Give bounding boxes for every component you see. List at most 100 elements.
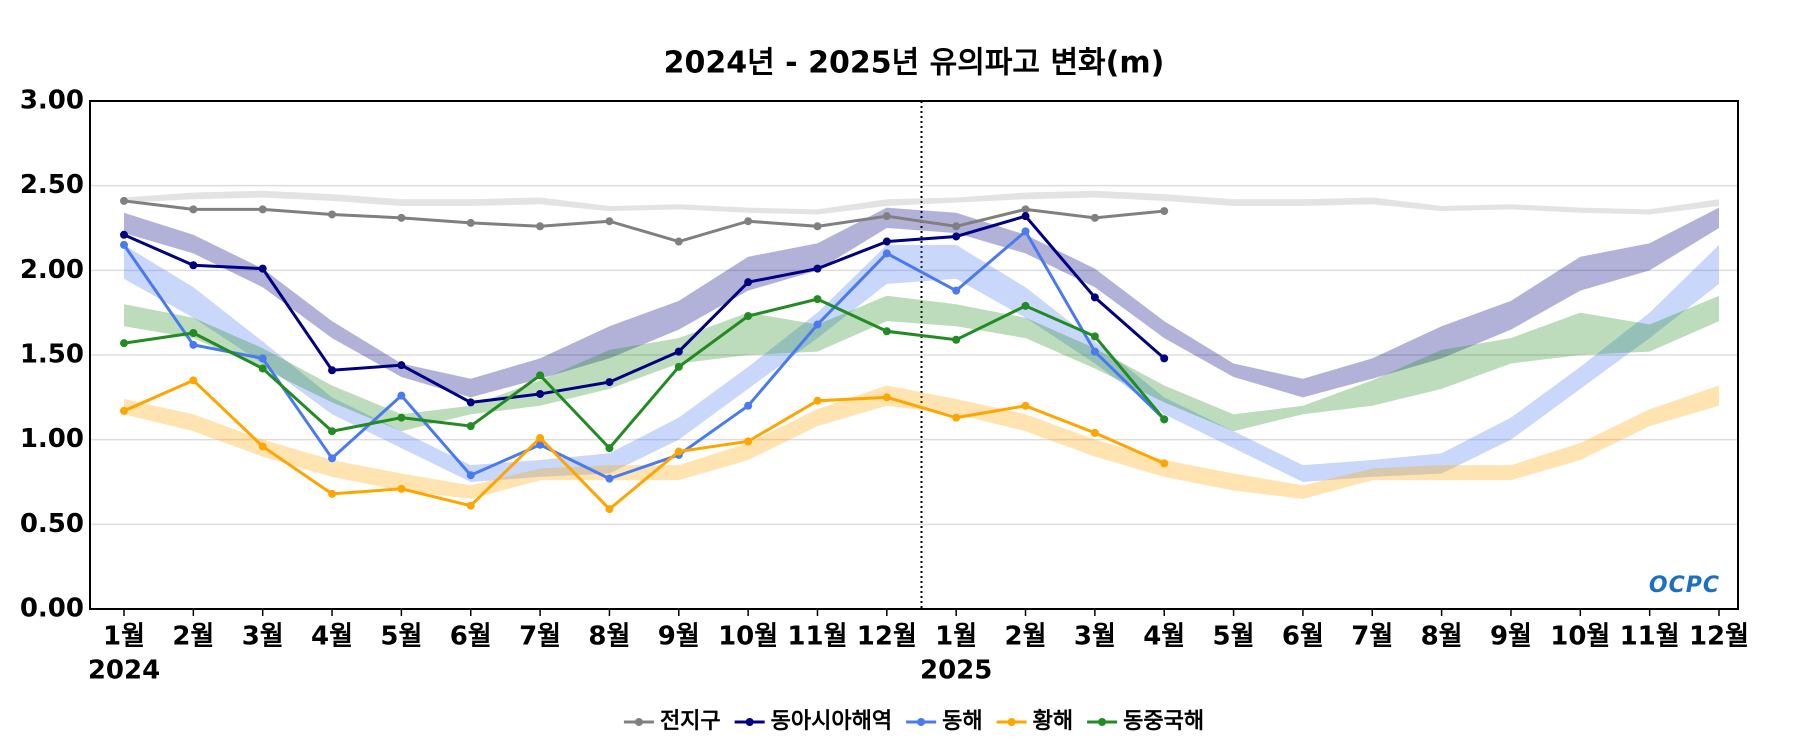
data-point xyxy=(258,264,267,273)
data-point xyxy=(189,205,198,214)
chart-title: 2024년 - 2025년 유의파고 변화(m) xyxy=(664,46,1165,81)
data-point xyxy=(674,447,683,456)
data-point xyxy=(536,389,545,398)
data-point xyxy=(397,213,406,222)
legend-label: 동아시아해역 xyxy=(771,709,892,734)
data-point xyxy=(952,335,961,344)
data-point xyxy=(1090,347,1099,356)
x-tick-label: 1월 xyxy=(103,622,145,652)
data-point xyxy=(1090,293,1099,302)
data-point xyxy=(813,320,822,329)
y-tick-label: 3.00 xyxy=(20,86,84,116)
x-tick-label: 12월 xyxy=(1689,622,1749,652)
x-tick-label: 6월 xyxy=(450,622,492,652)
x-tick-label: 10월 xyxy=(718,622,778,652)
data-point xyxy=(1021,301,1030,310)
data-point xyxy=(328,427,337,436)
data-point xyxy=(882,327,891,336)
y-tick-label: 0.00 xyxy=(20,594,84,624)
year-label: 2025 xyxy=(920,656,992,686)
x-tick-label: 11월 xyxy=(1620,622,1680,652)
data-point xyxy=(189,261,198,270)
x-tick-label: 3월 xyxy=(242,622,284,652)
data-point xyxy=(466,398,475,407)
x-tick-label: 1월 xyxy=(935,622,977,652)
data-point xyxy=(1021,401,1030,410)
legend: 전지구 동아시아해역 동해 황해 동중국해 xyxy=(623,709,1204,734)
data-point xyxy=(813,396,822,405)
data-point xyxy=(882,212,891,221)
data-point xyxy=(1021,227,1030,236)
legend-marker xyxy=(745,718,754,726)
legend-marker xyxy=(1098,718,1107,726)
data-point xyxy=(744,312,753,321)
data-point xyxy=(258,364,267,373)
data-point xyxy=(952,232,961,241)
legend-label: 황해 xyxy=(1033,709,1073,734)
data-point xyxy=(328,489,337,498)
data-point xyxy=(882,237,891,246)
y-tick-label: 1.50 xyxy=(20,340,84,370)
y-tick-label: 1.00 xyxy=(20,424,84,454)
legend-label: 동중국해 xyxy=(1123,709,1204,734)
data-point xyxy=(466,422,475,431)
data-point xyxy=(258,442,267,451)
data-point xyxy=(952,413,961,422)
data-point xyxy=(120,240,128,249)
data-point xyxy=(1090,213,1099,222)
data-point xyxy=(397,484,406,493)
data-point xyxy=(882,393,891,402)
data-point xyxy=(189,376,198,385)
series-line xyxy=(123,199,1165,244)
x-tick-label: 8월 xyxy=(588,622,630,652)
data-point xyxy=(328,366,337,375)
data-point xyxy=(397,413,406,422)
data-point xyxy=(120,406,128,415)
data-point xyxy=(536,371,545,380)
data-point xyxy=(605,378,614,387)
data-point xyxy=(952,286,961,295)
logo: OCPC xyxy=(1649,573,1720,598)
x-tick-label: 11월 xyxy=(787,622,847,652)
data-point xyxy=(605,217,614,226)
x-tick-label: 3월 xyxy=(1074,622,1116,652)
data-point xyxy=(674,362,683,371)
data-point xyxy=(674,237,683,246)
data-point xyxy=(120,339,128,348)
data-point xyxy=(258,354,267,363)
data-point xyxy=(397,391,406,400)
series-line xyxy=(123,214,1166,404)
x-tick-label: 9월 xyxy=(1490,622,1532,652)
data-point xyxy=(258,205,267,214)
data-point xyxy=(813,222,822,231)
legend-marker xyxy=(917,718,926,726)
series-line xyxy=(123,378,1165,512)
x-tick-label: 5월 xyxy=(380,622,422,652)
data-point xyxy=(1160,459,1169,468)
data-point xyxy=(674,347,683,356)
data-point xyxy=(328,210,337,219)
data-point xyxy=(466,218,475,227)
y-tick-label: 0.50 xyxy=(20,509,84,539)
x-tick-label: 4월 xyxy=(311,622,353,652)
data-point xyxy=(1021,212,1030,221)
data-point xyxy=(813,295,822,304)
x-tick-label: 5월 xyxy=(1213,622,1255,652)
data-point xyxy=(120,196,128,205)
x-tick-label: 4월 xyxy=(1143,622,1185,652)
data-point xyxy=(536,222,545,231)
data-point xyxy=(882,249,891,258)
plot-frame xyxy=(89,100,1739,610)
y-tick-label: 2.00 xyxy=(20,255,84,285)
data-point xyxy=(1021,205,1030,214)
data-point xyxy=(466,501,475,510)
data-point xyxy=(1160,207,1169,216)
data-point xyxy=(744,217,753,226)
data-point xyxy=(397,361,406,370)
data-point xyxy=(744,401,753,410)
data-point xyxy=(605,444,614,453)
year-label: 2024 xyxy=(88,656,160,686)
series-line xyxy=(122,229,1166,481)
